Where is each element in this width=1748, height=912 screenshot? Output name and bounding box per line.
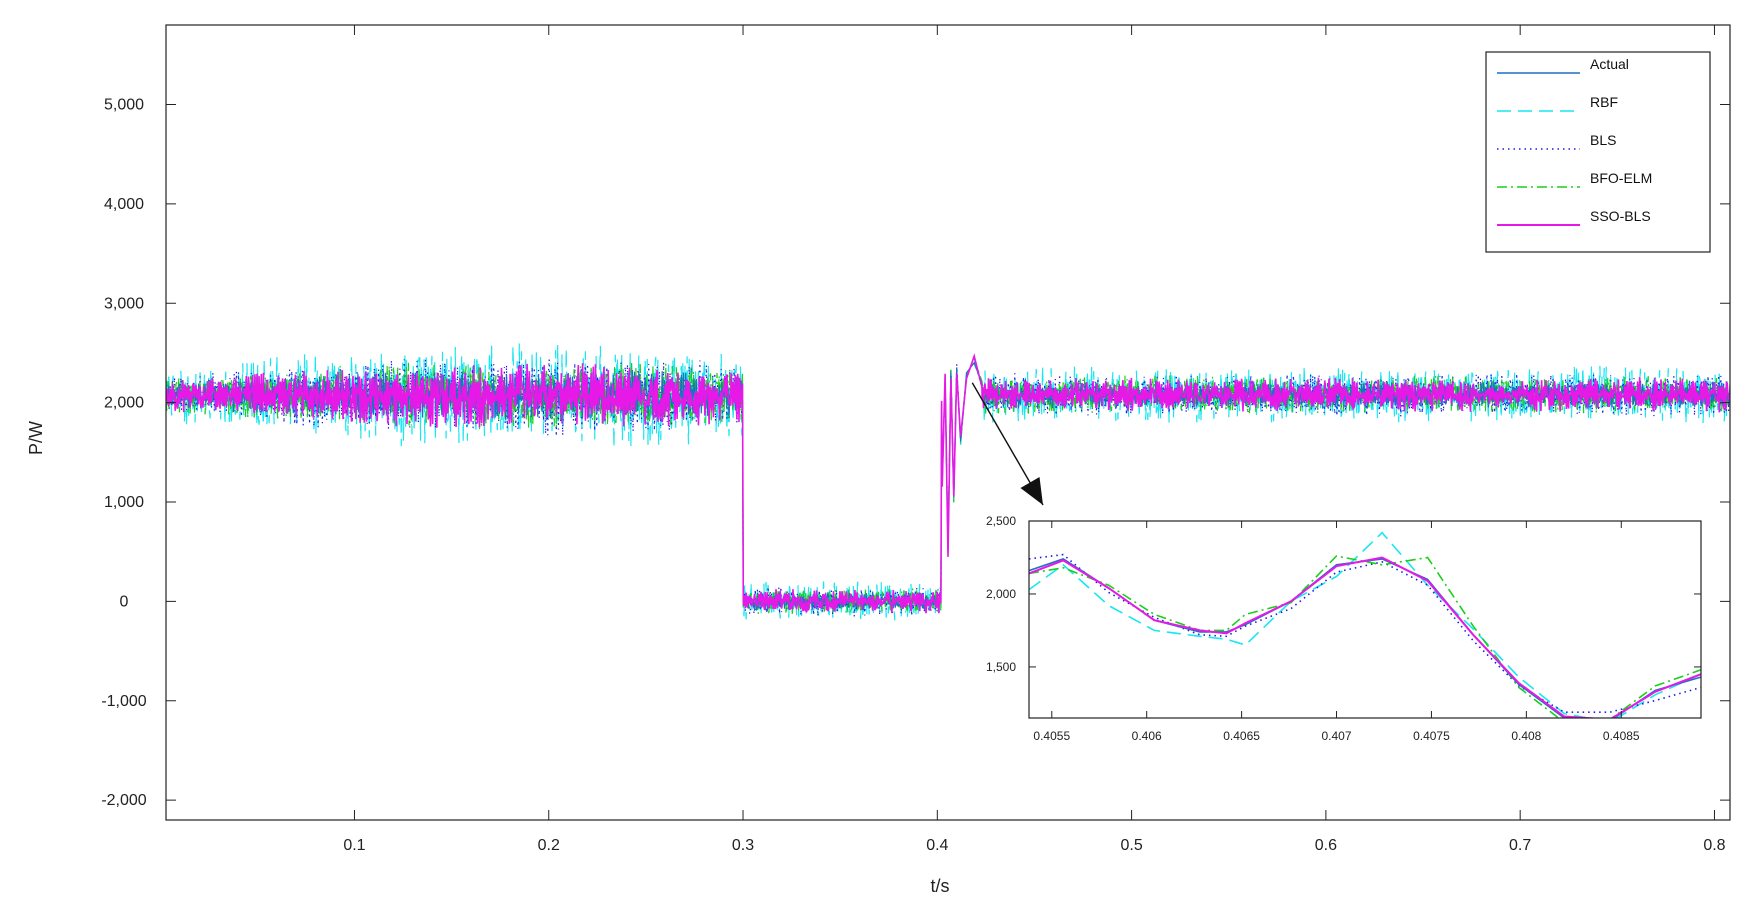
x-tick-label: 0.5	[1120, 837, 1142, 854]
main-plot-series	[166, 343, 1730, 621]
main-plot-frame	[165, 24, 1731, 821]
series-line-sso-bls	[166, 353, 1730, 614]
y-axis-label: P/W	[26, 421, 46, 455]
legend: Actual RBF BLS BFO-ELM SSO-BLS	[1485, 51, 1711, 253]
x-axis-label: t/s	[930, 876, 949, 896]
x-tick-label: 0.8	[1703, 837, 1725, 854]
inset-x-tick-label: 0.408	[1511, 729, 1541, 743]
legend-label-actual: Actual	[1590, 56, 1629, 72]
inset-y-tick-label: 1,500	[986, 660, 1016, 674]
inset-series-line-bfo-elm	[1029, 555, 1701, 718]
y-tick-label: 0	[120, 593, 129, 610]
y-tick-label: 4,000	[104, 196, 144, 213]
x-tick-label: 0.3	[732, 837, 754, 854]
y-tick-label: 3,000	[104, 295, 144, 312]
y-tick-label: 1,000	[104, 494, 144, 511]
inset-frame	[1028, 520, 1702, 719]
y-tick-label: -2,000	[101, 792, 146, 809]
inset-y-tick-label: 2,500	[986, 514, 1016, 528]
legend-box	[1485, 51, 1711, 253]
zoom-annotation	[971, 382, 1044, 506]
annotation-arrow-head	[1020, 476, 1043, 505]
inset-x-tick-label: 0.407	[1322, 729, 1352, 743]
inset-x-tick-label: 0.406	[1132, 729, 1162, 743]
inset-x-tick-label: 0.4085	[1603, 729, 1640, 743]
y-tick-label: 5,000	[104, 97, 144, 114]
x-tick-label: 0.1	[343, 837, 365, 854]
legend-label-rbf: RBF	[1590, 94, 1618, 110]
y-tick-label: 2,000	[104, 395, 144, 412]
legend-label-bfo-elm: BFO-ELM	[1590, 170, 1652, 186]
inset-x-tick-label: 0.4065	[1223, 729, 1260, 743]
inset-x-tick-label: 0.4075	[1413, 729, 1450, 743]
x-tick-label: 0.4	[926, 837, 948, 854]
inset-y-tick-label: 2,000	[986, 587, 1016, 601]
main-axes: 0.1 0.2 0.3 0.4 0.5 0.6 0.7 0.8 -2,000 -1,000 0 1,0…	[101, 25, 1730, 854]
legend-label-sso-bls: SSO-BLS	[1590, 208, 1651, 224]
x-tick-label: 0.7	[1509, 837, 1531, 854]
x-tick-label: 0.2	[538, 837, 560, 854]
x-tick-label: 0.6	[1315, 837, 1337, 854]
inset-plot: 0.4055 0.406 0.4065 0.407 0.4075 0.408 0.4085 1…	[986, 514, 1702, 743]
inset-axes: 0.4055 0.406 0.4065 0.407 0.4075 0.408 0.4085 1…	[986, 514, 1701, 743]
y-tick-label: -1,000	[101, 693, 146, 710]
legend-label-bls: BLS	[1590, 132, 1616, 148]
inset-background	[1029, 521, 1701, 718]
series-line-bls	[166, 359, 1730, 617]
inset-x-tick-label: 0.4055	[1033, 729, 1070, 743]
